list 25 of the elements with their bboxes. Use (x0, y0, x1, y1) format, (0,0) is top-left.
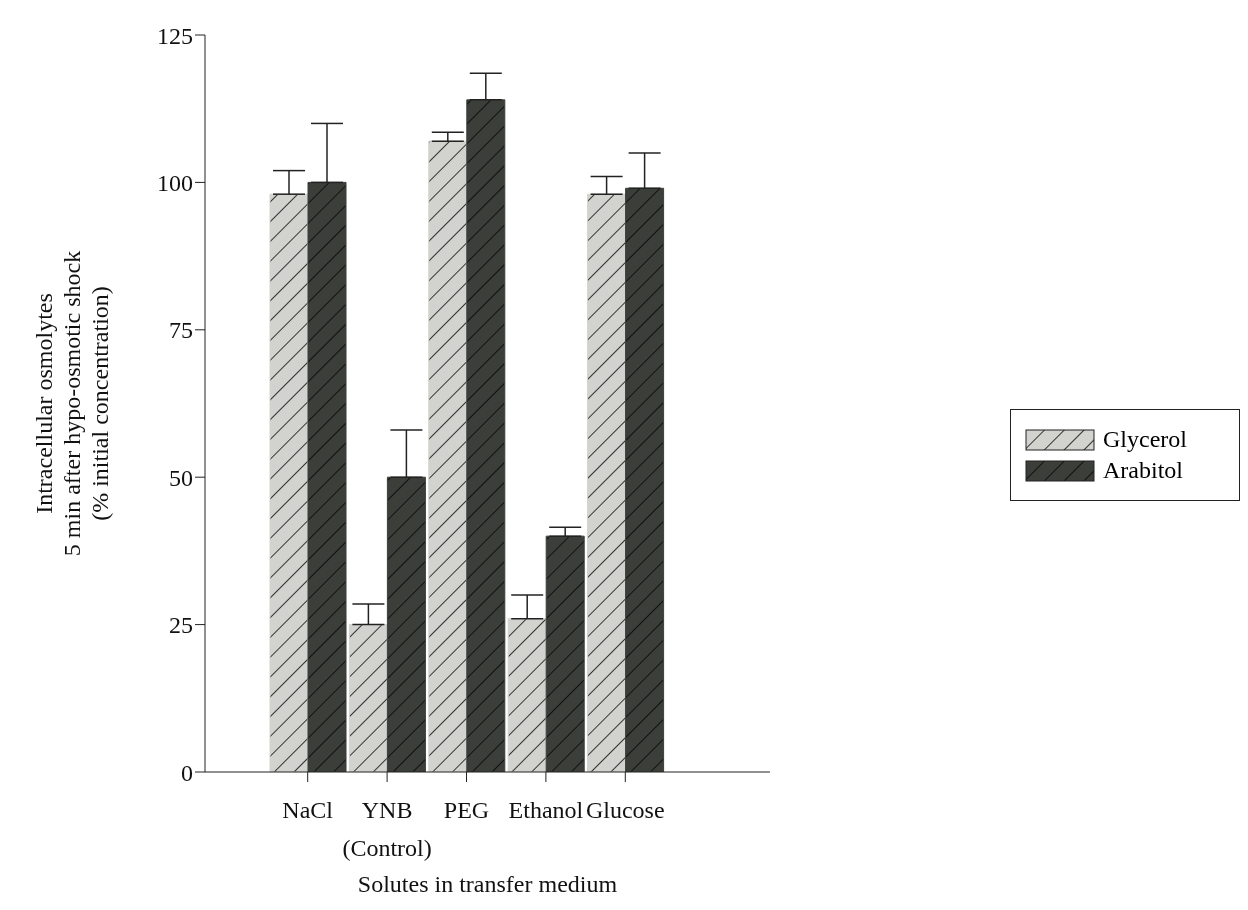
bar (587, 193, 627, 772)
y-tick-label: 25 (169, 612, 193, 639)
bar (466, 99, 506, 772)
bar (428, 140, 468, 772)
x-tick-label: PEG (443, 797, 490, 823)
y-axis-title: Intracellular osmolytes 5 min after hypo-osmotic shock (% initial concentration) (31, 250, 113, 557)
legend-label: Arabitol (1103, 457, 1183, 484)
bar (507, 618, 547, 772)
bar (625, 187, 665, 772)
bar (269, 193, 309, 772)
y-tick-label: 100 (157, 169, 193, 196)
bar (307, 181, 347, 772)
x-tick-label: Ethanol (508, 797, 584, 823)
y-tick-label: 50 (169, 464, 193, 491)
bar (545, 535, 585, 772)
x-axis-title: Solutes in transfer medium (357, 871, 618, 897)
bar (348, 624, 388, 772)
y-tick-label: 75 (169, 317, 193, 344)
x-tick-label: Glucose (585, 797, 665, 823)
y-tick-label: 125 (157, 22, 193, 49)
legend-label: Glycerol (1103, 426, 1187, 453)
x-tick-label: NaCl (282, 797, 334, 823)
y-tick-label: 0 (181, 759, 193, 786)
x-tick-label: YNB (Control) (342, 797, 432, 861)
bar (386, 476, 426, 772)
